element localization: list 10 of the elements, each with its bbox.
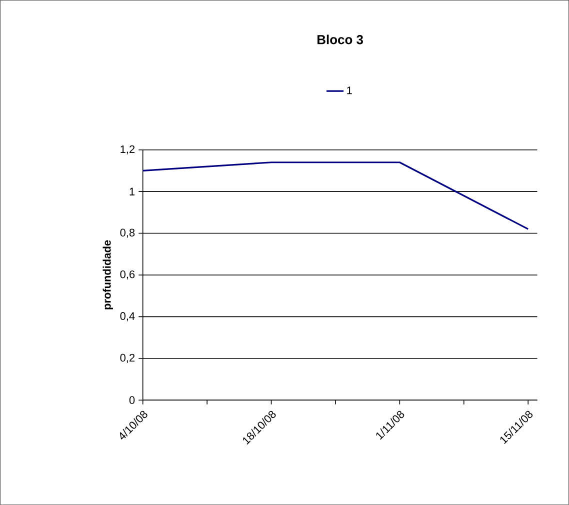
legend-label: 1 bbox=[347, 86, 352, 94]
y-tick-label: 0,8 bbox=[120, 228, 135, 238]
y-tick-label: 1 bbox=[130, 188, 135, 196]
y-tick-label: 0,4 bbox=[120, 312, 135, 322]
y-tick-label: 0 bbox=[129, 396, 135, 404]
y-tick-label: 0,2 bbox=[120, 354, 135, 363]
y-axis-title: profundidade bbox=[102, 240, 113, 310]
chart-title: Bloco 3 bbox=[318, 34, 363, 44]
y-tick-label: 1,2 bbox=[120, 145, 135, 154]
y-tick-label: 0,6 bbox=[120, 270, 135, 280]
